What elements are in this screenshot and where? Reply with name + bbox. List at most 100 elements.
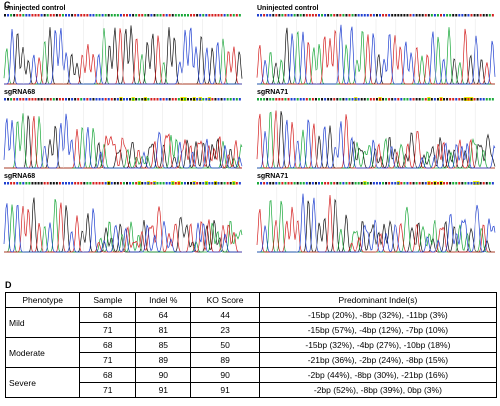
base	[455, 98, 458, 101]
base	[360, 14, 363, 17]
base	[232, 14, 235, 17]
base	[455, 14, 458, 17]
base	[187, 98, 189, 101]
base	[113, 98, 116, 101]
base	[180, 14, 183, 17]
base	[43, 98, 46, 101]
base	[482, 98, 485, 101]
base	[482, 182, 485, 185]
base	[40, 14, 43, 17]
base	[363, 98, 366, 101]
base	[369, 182, 372, 185]
base	[330, 14, 333, 17]
base	[485, 182, 488, 185]
base	[214, 14, 217, 17]
base	[174, 98, 177, 101]
base	[10, 14, 13, 17]
base	[281, 182, 284, 185]
base	[305, 182, 308, 185]
base	[177, 98, 180, 101]
base	[68, 14, 71, 17]
base	[86, 182, 89, 185]
base	[68, 182, 71, 185]
table-cell: 64	[135, 307, 192, 323]
base	[129, 98, 132, 101]
base	[92, 98, 95, 101]
table-cell: 68	[79, 337, 137, 353]
table-row: 71 91 91 -2bp (52%), -8bp (39%), 0bp (3%)	[6, 382, 498, 398]
base	[153, 14, 156, 17]
base	[116, 182, 119, 185]
base	[74, 14, 77, 17]
base	[4, 14, 6, 17]
base	[357, 182, 360, 185]
base	[382, 14, 385, 17]
base	[37, 182, 40, 185]
base	[80, 98, 83, 101]
base	[31, 14, 34, 17]
base	[476, 98, 479, 101]
base	[342, 182, 345, 185]
base	[89, 182, 92, 185]
base	[92, 14, 95, 17]
base	[305, 14, 308, 17]
base	[61, 182, 64, 185]
base	[77, 98, 80, 101]
base	[403, 98, 406, 101]
base	[74, 98, 77, 101]
base	[4, 182, 6, 185]
base	[308, 98, 311, 101]
base	[101, 182, 104, 185]
base	[110, 98, 113, 101]
table-cell: -15bp (20%), -8bp (32%), -11bp (3%)	[258, 307, 498, 323]
base	[174, 14, 177, 17]
base	[336, 98, 339, 101]
base	[235, 14, 238, 17]
base	[171, 14, 174, 17]
base	[238, 14, 241, 17]
base	[351, 98, 354, 101]
table-cell: -2bp (44%), -8bp (30%), -21bp (16%)	[258, 367, 498, 383]
base	[46, 98, 49, 101]
base	[458, 98, 461, 101]
base	[412, 14, 415, 17]
base	[485, 14, 488, 17]
base	[202, 14, 205, 17]
base	[95, 182, 98, 185]
trace-label: sgRNA71	[257, 173, 288, 180]
header-cell: Phenotype	[4, 292, 81, 308]
base	[363, 14, 366, 17]
table-row: 71 81 23 -15bp (57%), -4bp (12%), -7bp (10%…	[6, 322, 498, 338]
base	[156, 182, 159, 185]
base	[293, 98, 296, 101]
base	[183, 14, 186, 17]
base	[336, 182, 339, 185]
base	[339, 98, 342, 101]
base	[440, 98, 442, 101]
base	[159, 14, 162, 17]
table-row: Severe 68 90 90 -2bp (44%), -8bp (30%), -21b…	[4, 367, 498, 398]
base	[424, 182, 427, 185]
base	[199, 98, 202, 101]
base	[415, 98, 418, 101]
base	[433, 98, 436, 101]
base	[183, 98, 186, 101]
base	[366, 182, 369, 185]
base	[263, 182, 266, 185]
base	[74, 182, 77, 185]
base	[430, 182, 433, 185]
base	[406, 14, 409, 17]
base	[165, 182, 168, 185]
base	[449, 14, 452, 17]
base	[403, 14, 406, 17]
base	[311, 182, 314, 185]
phenotype-cell: Moderate	[4, 337, 81, 368]
base	[174, 182, 177, 185]
base	[385, 14, 388, 17]
base	[205, 182, 208, 185]
base	[339, 14, 342, 17]
base	[89, 98, 92, 101]
base	[107, 182, 110, 185]
base	[311, 14, 314, 17]
base	[168, 182, 171, 185]
